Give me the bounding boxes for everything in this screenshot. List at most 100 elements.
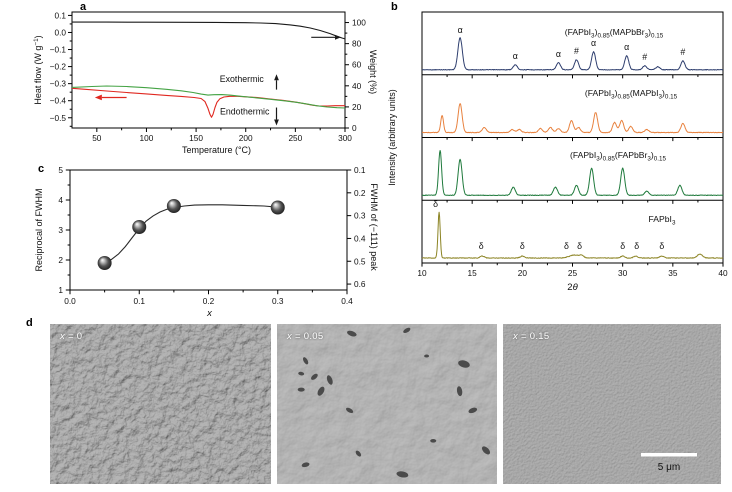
c-x-tick-label: 0.1	[133, 296, 145, 306]
b-x-tick-label: 30	[618, 268, 628, 278]
b-peak-marker: δ	[479, 241, 484, 251]
sem-image-x0: x = 0	[50, 324, 271, 484]
b-peak-marker: δ	[659, 241, 664, 251]
b-x-tick-label: 15	[468, 268, 478, 278]
a-series-0	[72, 21, 346, 40]
b-x-tick-label: 35	[668, 268, 678, 278]
c-y-right-tick-label: 0.3	[354, 211, 366, 221]
b-x-tick-label: 25	[568, 268, 578, 278]
a-series-2	[71, 85, 346, 109]
c-y-right-tick-label: 0.5	[354, 256, 366, 266]
c-y-right-tick-label: 0.6	[354, 279, 366, 289]
b-x-tick-label: 40	[718, 268, 728, 278]
a-x-tick-label: 50	[92, 133, 102, 143]
c-data-point-0	[97, 256, 112, 270]
c-y-left-tick-label: 1	[58, 285, 63, 295]
scale-bar	[641, 453, 697, 457]
a-x-axis-title: Temperature (°C)	[182, 145, 251, 155]
c-data-point-1	[132, 220, 147, 234]
b-peak-marker: α	[513, 51, 518, 61]
sem-void	[481, 446, 491, 455]
b-trace-label-2: (FAPbI3)0.85(FAPbBr3)0.15	[570, 150, 667, 163]
sem-image-x005: x = 0.05	[277, 324, 497, 484]
b-trace-label-1: (FAPbI3)0.85(MAPbI3)0.15	[585, 88, 678, 101]
panel-b-label: b	[391, 1, 398, 13]
a-x-tick-label: 100	[140, 133, 154, 143]
c-x-axis-title: x	[206, 308, 213, 319]
a-annotation: Endothermic	[220, 107, 270, 117]
c-y-right-tick-label: 0.2	[354, 188, 366, 198]
c-x-tick-label: 0.0	[64, 296, 76, 306]
a-x-tick-label: 200	[239, 133, 253, 143]
dsc-left-axis-arrow	[94, 94, 127, 101]
c-x-tick-label: 0.2	[203, 296, 215, 306]
sem-micrograph-0	[50, 324, 271, 484]
a-y-right-tick-label: 20	[352, 102, 362, 112]
c-y-left-tick-label: 4	[58, 195, 63, 205]
c-x-tick-label: 0.4	[341, 296, 353, 306]
panel-c-label: c	[38, 163, 45, 175]
sem-void	[347, 330, 357, 337]
c-y-right-tick-label: 0.4	[354, 233, 366, 243]
c-x-tick-label: 0.3	[272, 296, 284, 306]
sem-image-x015: 5 μm x = 0.15	[503, 324, 721, 484]
sem-caption: x = 0.15	[513, 331, 550, 342]
a-x-tick-label: 250	[288, 133, 302, 143]
b-peak-marker: #	[642, 52, 647, 62]
sem-void	[297, 387, 305, 392]
a-x-tick-label: 300	[338, 133, 352, 143]
a-series-1	[71, 87, 345, 118]
b-peak-marker: δ	[520, 241, 525, 251]
panel-c-frame	[69, 169, 348, 291]
exothermic-up-arrow	[274, 74, 279, 90]
b-peak-marker: α	[624, 42, 629, 52]
endothermic-down-arrow	[274, 107, 279, 126]
panel-b-chart-xrd: 10 15 20 25 30 35 40 2θ Intensity (arbitrary uni…	[387, 11, 728, 293]
b-peak-marker: α	[556, 49, 561, 59]
c-y-right-axis-title: FWHM of (−111) peak	[369, 183, 379, 271]
b-trace-label-0: (FAPbI3)0.85(MAPbBr3)0.15	[565, 27, 664, 40]
b-y-axis-title: Intensity (arbitrary units)	[387, 89, 397, 186]
sem-void	[424, 354, 430, 358]
b-xrd-trace-3	[421, 211, 724, 259]
a-y-right-axis-title: Weight (%)	[368, 50, 378, 94]
sem-void	[298, 371, 305, 376]
b-peak-marker: #	[680, 47, 685, 57]
a-y-right-tick-label: 0	[352, 123, 357, 133]
a-y-left-axis-title: Heat flow (W g−1)	[33, 35, 43, 104]
a-y-right-tick-label: 60	[352, 60, 362, 70]
sem-void	[403, 327, 411, 334]
panel-c-chart-fwhm: 0.0 0.1 0.2 0.3 0.4 1 2 3 4 5 0.1 0.2 0.3 0.4 0.5 0.6 x R…	[34, 165, 379, 319]
panel-a-frame	[71, 11, 346, 129]
a-y-left-tick-label: 0.0	[54, 27, 66, 37]
scale-bar-label: 5 μm	[658, 462, 680, 473]
b-xrd-trace-0	[421, 37, 723, 71]
sem-texture	[503, 324, 721, 484]
sem-void	[317, 386, 325, 396]
a-y-left-tick-label: −0.5	[50, 113, 67, 123]
panel-a-chart-dsc-tga: 50 100 150 200 250 3000.10.0−0.1−0.2−0.3−0.4−…	[33, 10, 378, 155]
a-x-tick-label: 150	[189, 133, 203, 143]
a-y-left-tick-label: −0.2	[50, 62, 67, 72]
sem-micrograph-1	[277, 324, 497, 484]
c-y-left-axis-title: Reciprocal of FWHM	[34, 188, 44, 271]
b-x-axis-title: 2θ	[567, 282, 578, 293]
panel-d-label: d	[26, 317, 33, 329]
b-xrd-trace-2	[421, 150, 724, 196]
b-peak-marker: δ	[577, 241, 582, 251]
sem-texture	[277, 324, 497, 484]
c-data-point-2	[166, 199, 181, 213]
c-y-left-tick-label: 5	[58, 165, 63, 175]
a-y-left-tick-label: −0.3	[50, 79, 67, 89]
sem-void	[430, 439, 437, 443]
a-y-right-tick-label: 40	[352, 81, 362, 91]
b-peak-marker: #	[574, 46, 579, 56]
b-peak-marker: δ	[433, 199, 438, 209]
sem-void	[311, 373, 318, 380]
c-y-left-tick-label: 2	[58, 255, 63, 265]
a-y-left-tick-label: −0.4	[50, 96, 67, 106]
sem-void	[456, 386, 463, 397]
sem-micrograph-2: 5 μm	[503, 324, 721, 484]
a-y-right-tick-label: 80	[352, 39, 362, 49]
tga-right-axis-arrow	[311, 34, 342, 40]
